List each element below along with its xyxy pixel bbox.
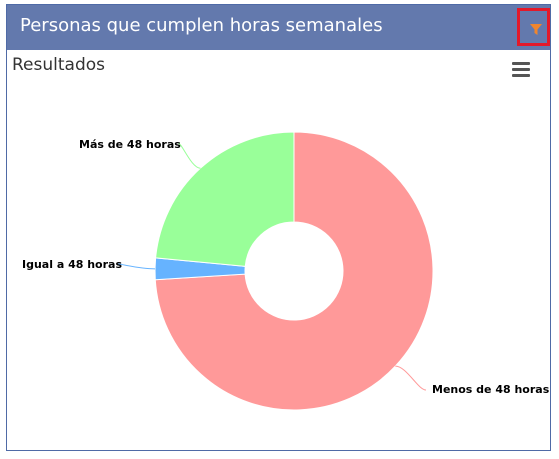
chart-title: Resultados [12,55,105,75]
label-connector [177,142,201,169]
label-connector [117,263,156,270]
panel-title: Personas que cumplen horas semanales [20,15,383,36]
filter-icon [530,24,542,35]
hamburger-menu-icon[interactable] [512,62,532,80]
slice-label: Menos de 48 horas [432,383,550,396]
slice-label: Igual a 48 horas [22,258,122,271]
pie-slice[interactable] [155,131,295,267]
panel-header: Personas que cumplen horas semanales [7,5,550,50]
pie-slice[interactable] [154,131,434,411]
label-connector [395,365,427,391]
filter-button[interactable] [517,8,550,46]
slice-label: Más de 48 horas [79,138,181,151]
